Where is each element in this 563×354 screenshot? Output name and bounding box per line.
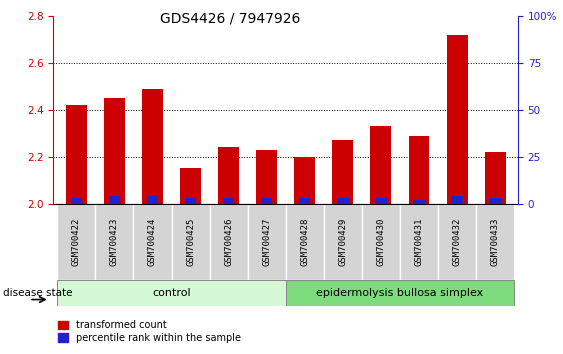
FancyBboxPatch shape — [57, 280, 286, 306]
Bar — [70, 198, 82, 204]
Bar — [370, 126, 391, 204]
Bar — [218, 147, 239, 204]
Bar — [261, 198, 272, 204]
Text: GSM700424: GSM700424 — [148, 217, 157, 266]
Bar — [294, 156, 315, 204]
Text: GSM700431: GSM700431 — [414, 217, 423, 266]
Text: GSM700428: GSM700428 — [300, 217, 309, 266]
Text: GSM700429: GSM700429 — [338, 217, 347, 266]
Bar — [223, 198, 234, 204]
Bar — [485, 152, 506, 204]
FancyBboxPatch shape — [248, 204, 286, 280]
Bar — [489, 198, 501, 204]
FancyBboxPatch shape — [95, 204, 133, 280]
Text: GSM700425: GSM700425 — [186, 217, 195, 266]
Bar — [147, 196, 158, 204]
Bar — [337, 198, 348, 204]
Text: disease state: disease state — [3, 288, 72, 298]
Bar — [185, 198, 196, 204]
Text: GSM700423: GSM700423 — [110, 217, 119, 266]
Text: GSM700433: GSM700433 — [490, 217, 499, 266]
Bar — [104, 98, 125, 204]
FancyBboxPatch shape — [438, 204, 476, 280]
Text: control: control — [152, 288, 191, 298]
Bar — [413, 200, 425, 204]
Bar — [180, 169, 201, 204]
Bar — [142, 88, 163, 204]
Legend: transformed count, percentile rank within the sample: transformed count, percentile rank withi… — [59, 320, 241, 343]
Text: GSM700432: GSM700432 — [453, 217, 462, 266]
Bar — [446, 35, 467, 204]
FancyBboxPatch shape — [400, 204, 438, 280]
FancyBboxPatch shape — [133, 204, 172, 280]
FancyBboxPatch shape — [476, 204, 514, 280]
FancyBboxPatch shape — [324, 204, 362, 280]
Bar — [256, 150, 277, 204]
Bar — [332, 140, 354, 204]
Bar — [452, 196, 463, 204]
FancyBboxPatch shape — [209, 204, 248, 280]
Text: epidermolysis bullosa simplex: epidermolysis bullosa simplex — [316, 288, 484, 298]
Bar — [109, 196, 120, 204]
Text: GSM700422: GSM700422 — [72, 217, 81, 266]
Text: GSM700427: GSM700427 — [262, 217, 271, 266]
Bar — [299, 198, 310, 204]
Bar — [66, 105, 87, 204]
Bar — [375, 198, 387, 204]
Text: GDS4426 / 7947926: GDS4426 / 7947926 — [160, 11, 300, 25]
Text: GSM700426: GSM700426 — [224, 217, 233, 266]
FancyBboxPatch shape — [362, 204, 400, 280]
Bar — [409, 136, 430, 204]
FancyBboxPatch shape — [286, 204, 324, 280]
FancyBboxPatch shape — [172, 204, 209, 280]
FancyBboxPatch shape — [57, 204, 95, 280]
FancyBboxPatch shape — [286, 280, 514, 306]
Text: GSM700430: GSM700430 — [377, 217, 386, 266]
